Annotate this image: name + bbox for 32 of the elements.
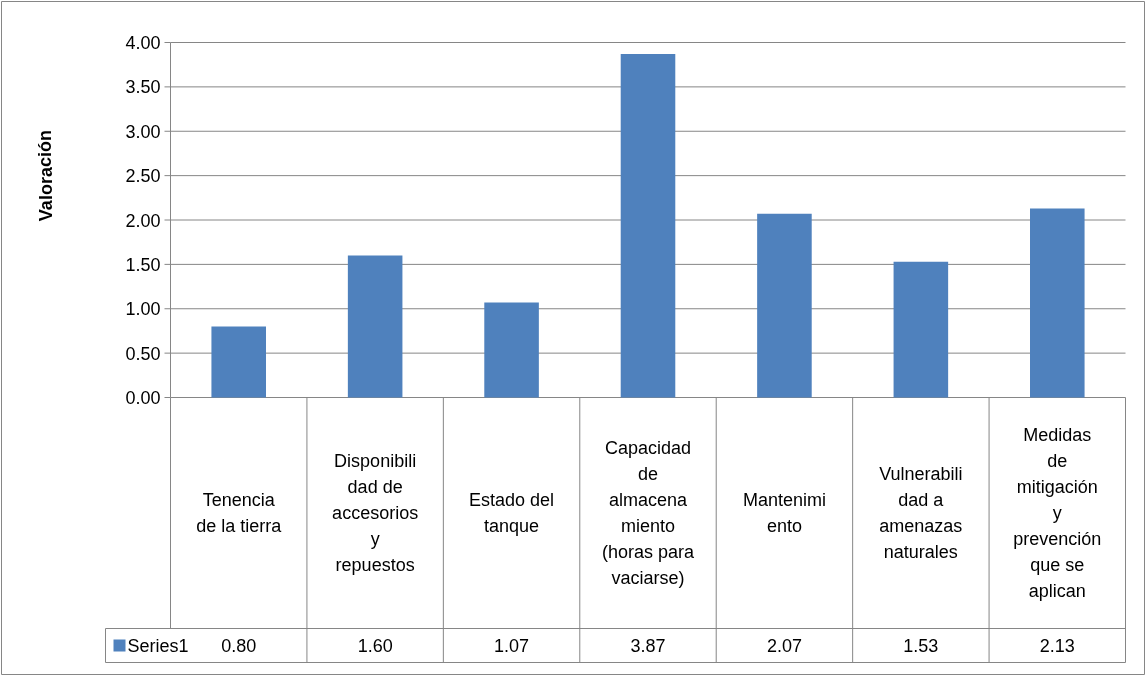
y-tick-label: 3.00: [125, 121, 161, 142]
bar: [893, 261, 949, 398]
data-label: 3.87: [630, 636, 666, 656]
y-tick-label: 0.50: [125, 343, 161, 364]
y-tick-label: 1.00: [125, 299, 161, 320]
data-label: 2.13: [1039, 636, 1075, 656]
y-tick-label: 3.50: [125, 77, 161, 98]
bar: [211, 326, 266, 398]
bar: [484, 302, 539, 398]
y-axis-title: Valoración: [35, 130, 56, 222]
y-tick-label: 0.00: [125, 388, 161, 408]
x-tick-label: Vulnerabilidad a amenazas naturales: [879, 464, 963, 562]
x-tick-label: Capacidad de almacenamiento (horas para vaciarse): [601, 438, 696, 588]
y-tick-label: 4.00: [125, 33, 161, 53]
data-label: 1.07: [494, 636, 530, 656]
x-tick-label: Tenencia de la tierra: [196, 490, 283, 536]
x-tick-label: Disponibilidad de accesorios y repuestos: [332, 451, 419, 575]
bar: [757, 213, 812, 398]
bar: [620, 54, 676, 398]
y-tick-label: 1.50: [125, 254, 161, 275]
x-tick-label: Estado del tanque: [469, 490, 555, 536]
legend-label: Series1: [127, 635, 189, 656]
bar: [347, 255, 403, 398]
data-label: 1.60: [357, 636, 393, 656]
data-label: 2.07: [766, 636, 802, 656]
x-tick-label: Mantenimiento: [742, 490, 826, 536]
y-tick-label: 2.00: [125, 210, 161, 231]
bar: [1030, 208, 1085, 398]
data-label: 0.80: [221, 636, 257, 656]
y-tick-label: 2.50: [125, 166, 161, 187]
x-tick-label: Medidas de mitigación y prevención que se aplican: [1013, 425, 1102, 601]
data-label: 1.53: [903, 636, 939, 656]
